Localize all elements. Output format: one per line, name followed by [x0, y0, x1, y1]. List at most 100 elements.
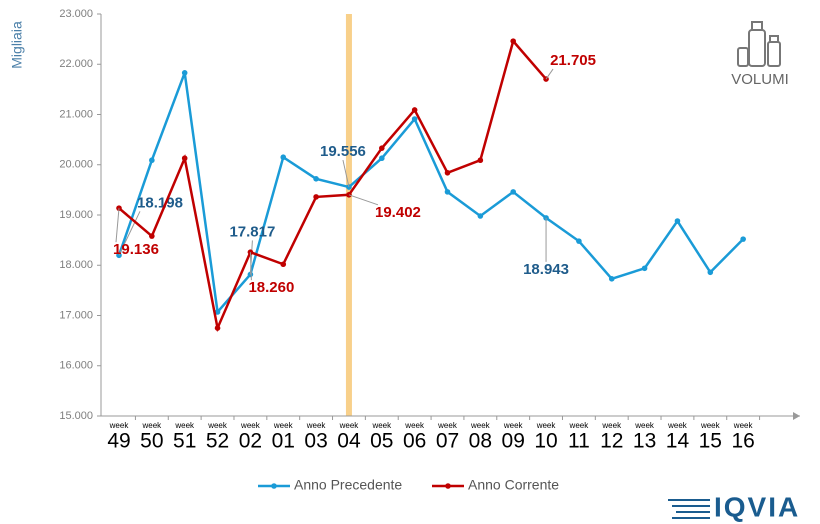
- data-point: [149, 157, 155, 164]
- x-tick-prefix: week: [273, 421, 294, 430]
- label-leader: [249, 252, 252, 281]
- legend-marker: [271, 483, 277, 489]
- x-tick-label: 09: [502, 430, 525, 453]
- x-tick-label: 11: [568, 430, 590, 453]
- x-tick-prefix: week: [404, 421, 425, 430]
- data-point: [674, 218, 681, 224]
- y-tick-label: 23.000: [59, 8, 93, 20]
- x-tick-prefix: week: [306, 421, 327, 430]
- data-label: 19.402: [375, 204, 421, 221]
- data-point: [181, 69, 188, 76]
- label-leader: [342, 159, 350, 188]
- badge: VOLUMI: [731, 71, 789, 88]
- data-label: 19.556: [320, 143, 366, 160]
- data-point: [149, 233, 155, 239]
- data-point: [379, 155, 385, 162]
- data-point: [707, 269, 714, 276]
- x-axis-arrow: [793, 412, 800, 420]
- data-point: [313, 194, 319, 200]
- x-tick-label: 50: [140, 430, 163, 453]
- y-tick-label: 20.000: [59, 159, 93, 171]
- x-tick-label: 13: [633, 430, 656, 453]
- series-line: [117, 72, 745, 315]
- x-tick-prefix: week: [667, 421, 688, 430]
- x-tick-label: 16: [731, 430, 754, 453]
- data-point: [411, 107, 418, 113]
- data-point: [510, 38, 516, 44]
- highlight-band: [345, 14, 352, 416]
- data-point: [379, 145, 385, 151]
- x-tick-label: 03: [304, 430, 327, 453]
- x-tick-label: 12: [600, 430, 623, 453]
- x-tick-prefix: week: [207, 421, 228, 430]
- x-tick-label: 05: [370, 430, 393, 453]
- data-point: [740, 236, 746, 242]
- label-leader: [115, 208, 120, 243]
- data-label: 19.136: [113, 241, 159, 258]
- data-point: [313, 176, 319, 182]
- x-tick-label: 52: [206, 430, 229, 453]
- data-point: [477, 213, 484, 219]
- x-tick-label: 51: [173, 430, 196, 453]
- legend-label: Anno Precedente: [294, 477, 402, 493]
- x-tick-prefix: week: [634, 421, 655, 430]
- y-tick-label: 22.000: [59, 58, 93, 70]
- x-tick-prefix: week: [536, 421, 557, 430]
- x-tick-prefix: week: [503, 421, 524, 430]
- data-point: [608, 276, 615, 282]
- legend-label: Anno Corrente: [468, 477, 559, 493]
- x-tick-prefix: week: [700, 421, 721, 430]
- data-label: 17.817: [229, 223, 275, 240]
- x-tick-prefix: week: [569, 421, 590, 430]
- volumi-icon: [737, 21, 781, 67]
- data-point: [280, 154, 287, 161]
- data-point: [280, 261, 287, 268]
- x-tick-label: 08: [469, 430, 492, 453]
- x-tick-prefix: week: [470, 421, 491, 430]
- x-tick-prefix: week: [109, 421, 130, 430]
- y-tick-label: 17.000: [59, 309, 93, 321]
- x-tick-label: 04: [337, 430, 361, 453]
- y-tick-label: 19.000: [59, 209, 93, 221]
- y-tick-label: 16.000: [59, 360, 93, 372]
- data-point: [641, 265, 648, 272]
- logo: IQVIA: [714, 491, 800, 522]
- data-label: 21.705: [550, 52, 596, 69]
- series-line: [118, 38, 547, 333]
- data-point: [181, 155, 188, 162]
- label-leader: [348, 194, 379, 206]
- x-tick-label: 14: [666, 430, 690, 453]
- data-point: [510, 189, 516, 195]
- x-tick-prefix: week: [371, 421, 392, 430]
- data-label: 18.198: [137, 194, 183, 211]
- data-label: 18.260: [248, 279, 294, 296]
- x-tick-prefix: week: [437, 421, 458, 430]
- data-point: [214, 309, 221, 315]
- data-point: [576, 238, 582, 244]
- y-tick-label: 21.000: [59, 108, 93, 120]
- x-tick-label: 02: [239, 430, 262, 453]
- y-axis-label: Migliaia: [9, 21, 25, 69]
- data-point: [214, 325, 221, 331]
- y-tick-label: 18.000: [59, 259, 93, 271]
- x-tick-label: 01: [272, 430, 295, 453]
- x-tick-prefix: week: [339, 421, 360, 430]
- x-tick-label: 07: [436, 430, 459, 453]
- x-tick-label: 49: [107, 430, 130, 453]
- x-tick-prefix: week: [174, 421, 195, 430]
- x-tick-prefix: week: [601, 421, 622, 430]
- x-tick-prefix: week: [142, 421, 163, 430]
- x-tick-label: 15: [699, 430, 722, 453]
- y-tick-label: 15.000: [59, 410, 93, 422]
- iqvia-logo: [668, 499, 710, 519]
- data-point: [444, 189, 451, 195]
- data-point: [477, 157, 484, 164]
- label-leader: [545, 68, 554, 80]
- data-point: [444, 169, 451, 176]
- label-leader: [118, 211, 141, 256]
- x-tick-prefix: week: [733, 421, 754, 430]
- data-label: 18.943: [523, 261, 569, 278]
- x-tick-label: 06: [403, 430, 426, 453]
- x-tick-label: 10: [534, 430, 557, 453]
